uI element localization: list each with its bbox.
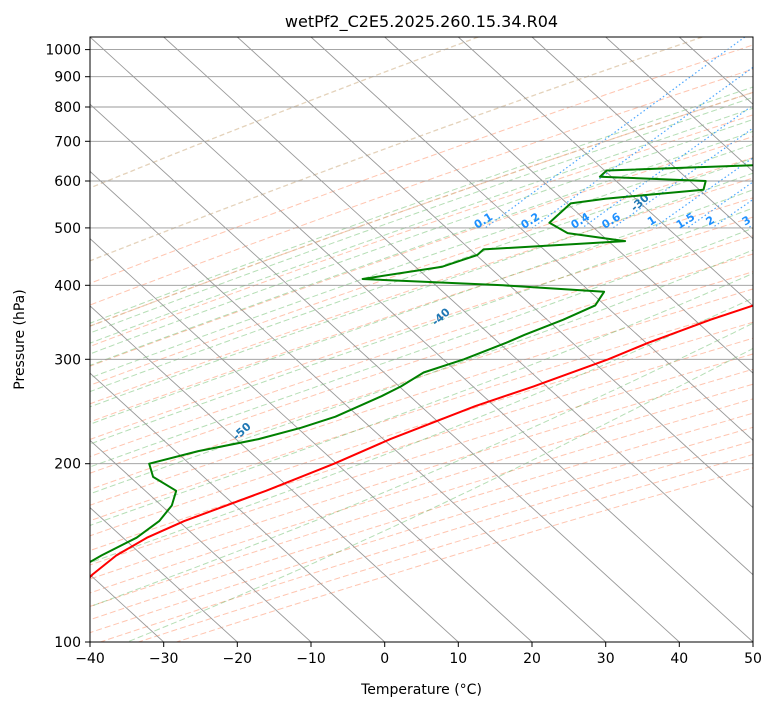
x-tick-label: 0 <box>380 651 389 667</box>
isotherm <box>90 372 386 642</box>
mixing-ratio-label: 3 <box>740 213 753 228</box>
x-tick-label: −20 <box>223 651 253 667</box>
moist-adiabat <box>90 86 753 324</box>
dry-adiabat <box>138 454 753 642</box>
isotherm <box>90 439 312 642</box>
x-tick-label: 40 <box>670 651 688 667</box>
x-tick-label: −40 <box>75 651 105 667</box>
moist-adiabat <box>90 143 753 379</box>
dry-adiabat <box>90 197 753 423</box>
moist-adiabat <box>90 96 753 334</box>
moist-adiabat <box>90 118 753 355</box>
mixing-ratio-line <box>581 104 753 229</box>
y-tick-label: 1000 <box>45 43 81 59</box>
grid-lines <box>90 37 753 642</box>
y-tick-label: 100 <box>54 635 81 651</box>
x-tick-label: 30 <box>597 651 615 667</box>
isotherm-label: -40 <box>429 305 453 328</box>
y-tick-label: 200 <box>54 457 81 473</box>
x-tick-label: −30 <box>149 651 179 667</box>
isotherm <box>90 305 459 642</box>
mixing-ratio-label: 0.2 <box>519 210 542 231</box>
y-tick-label: 400 <box>54 278 81 294</box>
x-axis: −40 −30 −20 −10 0 10 20 30 40 50 <box>75 642 762 667</box>
dry-adiabat <box>90 136 753 367</box>
dry-adiabat <box>176 467 753 642</box>
dry-adiabat <box>90 68 753 306</box>
special-dry-adiabat <box>90 37 479 189</box>
isotherm <box>90 238 533 642</box>
isotherm <box>90 103 680 642</box>
y-axis: 1000 900 800 700 600 500 400 300 200 100 <box>45 43 90 651</box>
isotherm <box>457 37 753 307</box>
isotherm <box>605 37 753 173</box>
background-lines <box>90 37 753 642</box>
chart-title: wetPf2_C2E5.2025.260.15.34.R04 <box>285 12 558 32</box>
plot-frame <box>89 36 754 643</box>
isotherm <box>752 37 753 38</box>
x-tick-label: 50 <box>744 651 762 667</box>
dry-adiabat <box>90 305 753 522</box>
mixing-ratio-label: 1.5 <box>674 210 697 231</box>
moist-adiabat <box>90 107 753 344</box>
mixing-ratio-line <box>531 66 753 229</box>
profile-lines <box>90 164 753 579</box>
moist-adiabat <box>90 272 753 526</box>
isotherm <box>90 506 238 642</box>
y-tick-label: 800 <box>54 100 81 116</box>
mixing-ratio-line <box>747 223 753 229</box>
special-dry-adiabat <box>90 37 703 262</box>
y-tick-label: 300 <box>54 352 81 368</box>
moist-adiabat <box>90 130 753 366</box>
isotherm-label: -60 <box>31 534 55 557</box>
dry-adiabat <box>90 426 753 634</box>
x-tick-label: 10 <box>449 651 467 667</box>
x-tick-label: 20 <box>523 651 541 667</box>
dry-adiabat <box>100 440 753 642</box>
dry-adiabat <box>90 235 753 458</box>
dry-adiabat <box>90 253 753 474</box>
isotherm <box>90 37 753 642</box>
dry-adiabat <box>90 114 753 347</box>
dry-adiabat <box>90 44 753 284</box>
y-axis-label: Pressure (hPa) <box>12 289 28 389</box>
isotherm <box>163 37 753 576</box>
mixing-ratio-line <box>687 181 753 229</box>
mixing-ratio-line <box>484 37 746 229</box>
isotherm <box>384 37 753 374</box>
y-tick-label: 600 <box>54 174 81 190</box>
mixing-ratio-line <box>653 157 753 229</box>
x-tick-label: −10 <box>296 651 326 667</box>
y-tick-label: 700 <box>54 134 81 150</box>
mixing-ratio-line <box>711 198 753 229</box>
moist-adiabat <box>90 249 753 495</box>
dry-adiabat <box>90 177 753 405</box>
dry-adiabat <box>90 368 753 580</box>
moist-adiabat <box>90 172 753 408</box>
isoline-labels: 0.10.20.40.611.52346810131620253036-100-… <box>31 191 775 557</box>
mixing-ratio-label: 0.4 <box>569 210 593 232</box>
x-axis-label: Temperature (°C) <box>360 682 482 698</box>
moist-adiabat <box>90 189 753 425</box>
dry-adiabat <box>90 288 753 506</box>
y-tick-label: 900 <box>54 70 81 86</box>
dry-adiabat <box>90 157 753 386</box>
isotherm <box>310 37 753 441</box>
isotherm <box>236 37 753 509</box>
profile-line-1 <box>90 304 753 579</box>
moist-adiabat <box>127 347 753 642</box>
mixing-ratio-label: 4 <box>766 213 775 228</box>
mixing-ratio-label: 0.6 <box>599 210 623 232</box>
moist-adiabat <box>90 297 753 564</box>
moist-adiabat <box>90 207 753 445</box>
isotherm <box>90 170 607 642</box>
moist-adiabat <box>90 322 753 608</box>
profile-line-2 <box>90 164 753 564</box>
dry-adiabat <box>90 337 753 552</box>
isotherm <box>531 37 753 240</box>
y-tick-label: 500 <box>54 221 81 237</box>
